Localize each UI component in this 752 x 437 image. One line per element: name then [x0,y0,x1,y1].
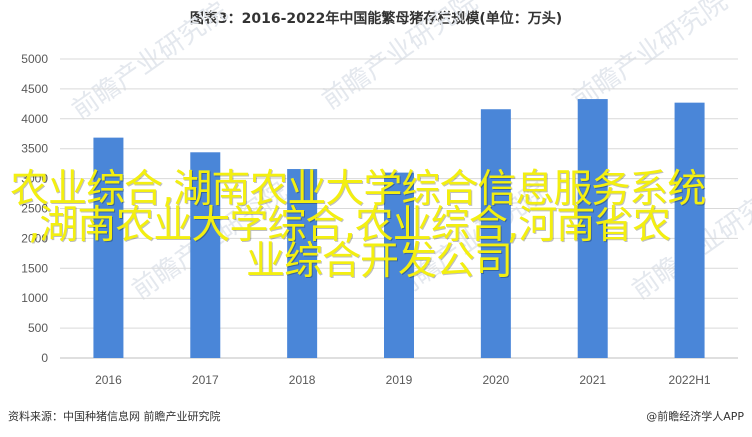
watermark-text: 前瞻产业研究院 [567,0,733,116]
y-tick-label: 1500 [21,261,48,275]
y-tick-label: 2500 [21,202,48,216]
y-tick-label: 4500 [21,82,48,96]
y-tick-label: 2000 [21,231,48,245]
x-axis-ticks: 2016 2017 2018 2019 2020 2021 2022H1 [95,373,711,387]
y-axis-ticks: 0 500 1000 1500 2000 2500 3000 3500 4000 4500 5000 [21,52,48,365]
y-tick-label: 4000 [21,112,48,126]
x-tick-label: 2016 [95,373,122,387]
y-tick-label: 3500 [21,142,48,156]
chart-title: 图表3：2016-2022年中国能繁母猪存栏规模(单位：万头) [189,11,563,27]
source-note: 资料来源：中国种猪信息网 前瞻产业研究院 [8,410,221,423]
overlay-text-line-1: 农业综合,湖南农业大学综合信息服务系统 [10,167,706,212]
bar-2016 [93,137,124,358]
y-tick-label: 1000 [21,291,48,305]
x-tick-label: 2018 [289,373,316,387]
bar-2017 [190,152,221,358]
watermark-text: 前瞻产业研究院 [67,0,233,126]
overlay-text-line-3: 业综合开发公司 [246,239,513,284]
x-tick-label: 2022H1 [669,373,711,387]
x-tick-label: 2019 [386,373,413,387]
x-tick-label: 2020 [483,373,510,387]
y-tick-label: 5000 [21,52,48,66]
bars [93,99,705,359]
y-tick-label: 500 [28,321,48,335]
x-tick-label: 2021 [579,373,606,387]
bar-2021 [577,99,608,358]
bar-2018 [287,169,318,358]
y-tick-label: 3000 [21,172,48,186]
brand-credit: @前瞻经济学人APP [646,410,744,423]
overlay-text-line-2: ,湖南农业大学综合,农业综合,河南省农 [28,203,671,248]
bar-2019 [384,172,414,358]
watermark-text: 前瞻产业研究院 [317,0,483,116]
bar-2020 [480,109,511,359]
y-tick-label: 0 [41,351,48,365]
bar-2022H1 [674,102,705,359]
x-tick-label: 2017 [192,373,219,387]
